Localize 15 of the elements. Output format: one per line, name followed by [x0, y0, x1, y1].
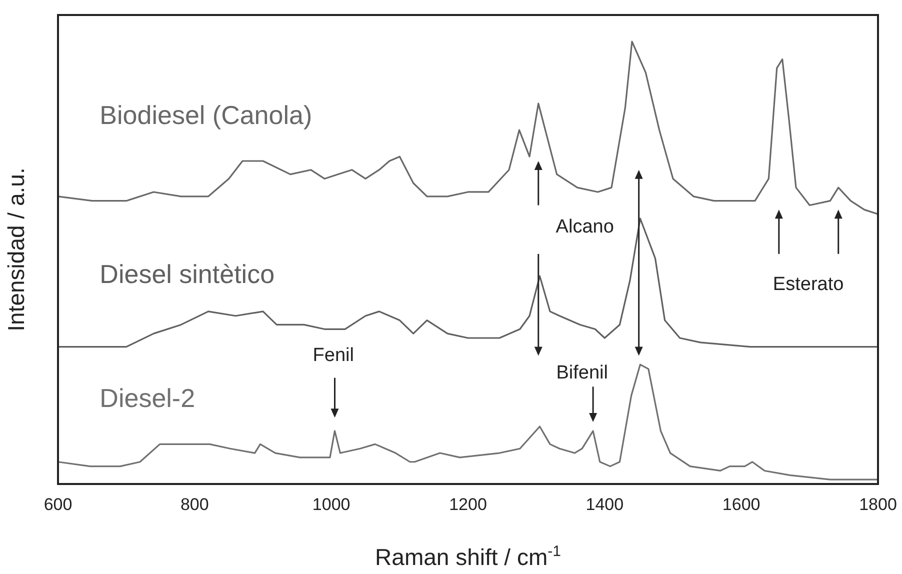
series-label: Diesel sintètico — [100, 259, 275, 290]
x-tick-label: 1000 — [312, 494, 350, 514]
x-tick-label: 600 — [44, 494, 72, 514]
annotation: Esterato — [772, 274, 844, 296]
x-tick-label: 1600 — [722, 494, 760, 514]
series-label: Biodiesel (Canola) — [100, 100, 312, 130]
series-label: Diesel-2 — [100, 383, 196, 414]
annotation: Alcano — [556, 216, 614, 238]
annotation: Bifenil — [556, 362, 608, 384]
annotation: Fenil — [312, 344, 354, 366]
x-tick-label: 800 — [180, 494, 209, 514]
x-tick-label: 1800 — [859, 494, 897, 514]
y-axis-title: Intensidad / a.u. — [3, 168, 30, 332]
x-tick-label: 1200 — [449, 494, 487, 514]
x-tick-label: 1400 — [586, 494, 624, 514]
